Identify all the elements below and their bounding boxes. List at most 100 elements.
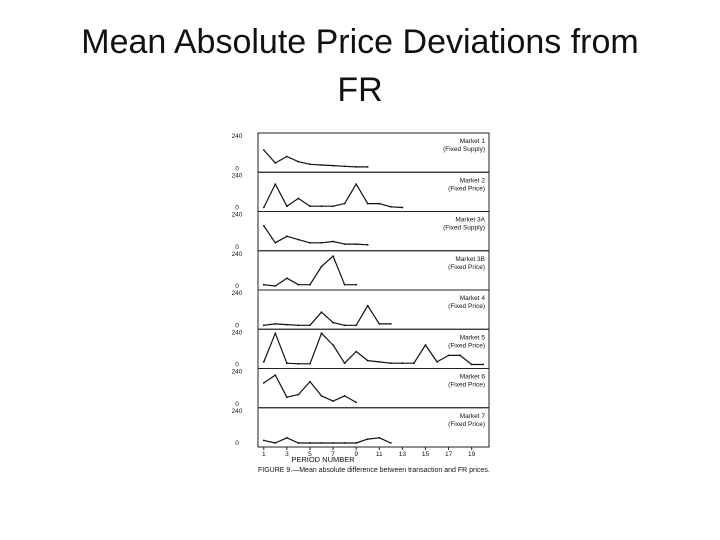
data-point bbox=[309, 205, 311, 208]
data-point bbox=[286, 362, 288, 365]
data-point bbox=[274, 332, 277, 335]
data-point bbox=[378, 436, 381, 439]
series-line bbox=[263, 332, 484, 366]
series-line bbox=[263, 305, 391, 326]
x-tick-label: 3 bbox=[285, 451, 289, 458]
data-point bbox=[297, 393, 300, 396]
data-point bbox=[378, 202, 381, 205]
data-point bbox=[343, 202, 346, 205]
data-point bbox=[366, 202, 369, 205]
panel-treatment: (Fixed Price) bbox=[448, 303, 485, 310]
y-tick-label: 240 bbox=[232, 369, 243, 376]
y-tick-label: 0 bbox=[235, 165, 239, 172]
market-panel: 240 0 Market 4(Fixed Price) bbox=[232, 289, 490, 330]
data-point bbox=[355, 283, 358, 286]
data-point bbox=[378, 361, 381, 363]
data-point bbox=[366, 304, 369, 307]
y-tick-label: 0 bbox=[235, 205, 239, 212]
series-line bbox=[263, 183, 403, 209]
market-panel: 240 0 Market 7(Fixed Price) bbox=[232, 407, 490, 448]
data-point bbox=[286, 277, 288, 280]
data-point bbox=[447, 354, 450, 357]
data-point bbox=[274, 374, 277, 376]
data-point bbox=[286, 396, 288, 399]
data-point bbox=[320, 241, 323, 244]
market-panel: 240 0 Market 3A(Fixed Supply) bbox=[232, 211, 490, 252]
y-tick-label: 240 bbox=[232, 212, 243, 219]
y-tick-label: 0 bbox=[235, 401, 239, 408]
market-panel: 240 0 Market 2(Fixed Price) bbox=[232, 171, 490, 212]
data-point bbox=[366, 438, 369, 440]
data-point bbox=[262, 382, 265, 384]
data-point bbox=[262, 361, 265, 363]
y-tick-label: 240 bbox=[232, 290, 243, 297]
data-point bbox=[413, 362, 415, 365]
market-panel: 240 0 Market 6(Fixed Price) bbox=[232, 368, 490, 409]
data-point bbox=[332, 321, 334, 324]
data-point bbox=[297, 362, 300, 365]
data-point bbox=[389, 442, 392, 444]
y-tick-label: 0 bbox=[235, 244, 239, 251]
data-point bbox=[389, 323, 392, 325]
data-point bbox=[286, 323, 288, 326]
data-point bbox=[309, 241, 311, 244]
slide-title-line-2: FR bbox=[337, 71, 383, 109]
data-point bbox=[332, 255, 334, 257]
data-point bbox=[274, 183, 277, 186]
panel-treatment: (Fixed Price) bbox=[448, 382, 485, 389]
data-point bbox=[343, 395, 346, 397]
data-point bbox=[366, 166, 369, 168]
panel-market-name: Market 7 bbox=[460, 413, 486, 420]
x-tick-label: 11 bbox=[376, 451, 383, 458]
data-point bbox=[309, 380, 311, 383]
panel-market-name: Market 3B bbox=[455, 256, 485, 263]
y-tick-label: 240 bbox=[232, 408, 243, 415]
x-axis: 1 3 5 7 9 11 13 15 17 19 bbox=[262, 447, 476, 458]
data-point bbox=[262, 324, 265, 327]
panel-market-name: Market 4 bbox=[460, 295, 486, 302]
x-tick-label: 9 bbox=[354, 451, 358, 458]
data-point bbox=[355, 442, 358, 444]
data-point bbox=[309, 163, 311, 166]
data-point bbox=[482, 363, 485, 366]
data-point bbox=[286, 155, 288, 158]
data-point bbox=[424, 344, 427, 346]
x-tick-label: 19 bbox=[468, 451, 476, 458]
data-point bbox=[320, 205, 323, 208]
data-point bbox=[274, 241, 277, 244]
data-point bbox=[355, 401, 358, 404]
panel-treatment: (Fixed Price) bbox=[448, 264, 485, 271]
data-point bbox=[262, 149, 265, 151]
data-point bbox=[262, 206, 265, 209]
panel-market-name: Market 2 bbox=[460, 177, 486, 184]
data-point bbox=[262, 439, 265, 442]
panel-market-name: Market 3A bbox=[455, 217, 485, 224]
data-point bbox=[343, 362, 346, 365]
y-tick-label: 0 bbox=[235, 283, 239, 290]
data-point bbox=[343, 165, 346, 168]
slide-title-line-1: Mean Absolute Price Deviations from bbox=[81, 23, 639, 61]
data-point bbox=[401, 206, 404, 209]
data-point bbox=[297, 324, 300, 327]
y-tick-label: 0 bbox=[235, 440, 239, 447]
data-point bbox=[355, 183, 358, 186]
data-point bbox=[343, 283, 346, 286]
y-tick-label: 0 bbox=[235, 322, 239, 329]
data-point bbox=[389, 362, 392, 365]
y-tick-label: 240 bbox=[232, 329, 243, 336]
series-line bbox=[263, 374, 357, 403]
data-point bbox=[343, 324, 346, 327]
market-panel: 240 0 Market 5(Fixed Price) bbox=[232, 328, 490, 369]
data-point bbox=[332, 205, 334, 208]
y-tick-label: 240 bbox=[232, 172, 243, 179]
series-line bbox=[263, 149, 368, 168]
data-point bbox=[297, 238, 300, 241]
data-point bbox=[355, 350, 358, 353]
x-axis-label: PERIOD NUMBER bbox=[291, 455, 355, 464]
data-point bbox=[274, 442, 277, 444]
panel-treatment: (Fixed Supply) bbox=[443, 146, 485, 153]
data-point bbox=[309, 362, 311, 365]
panel-market-name: Market 5 bbox=[460, 334, 486, 341]
data-point bbox=[297, 160, 300, 163]
